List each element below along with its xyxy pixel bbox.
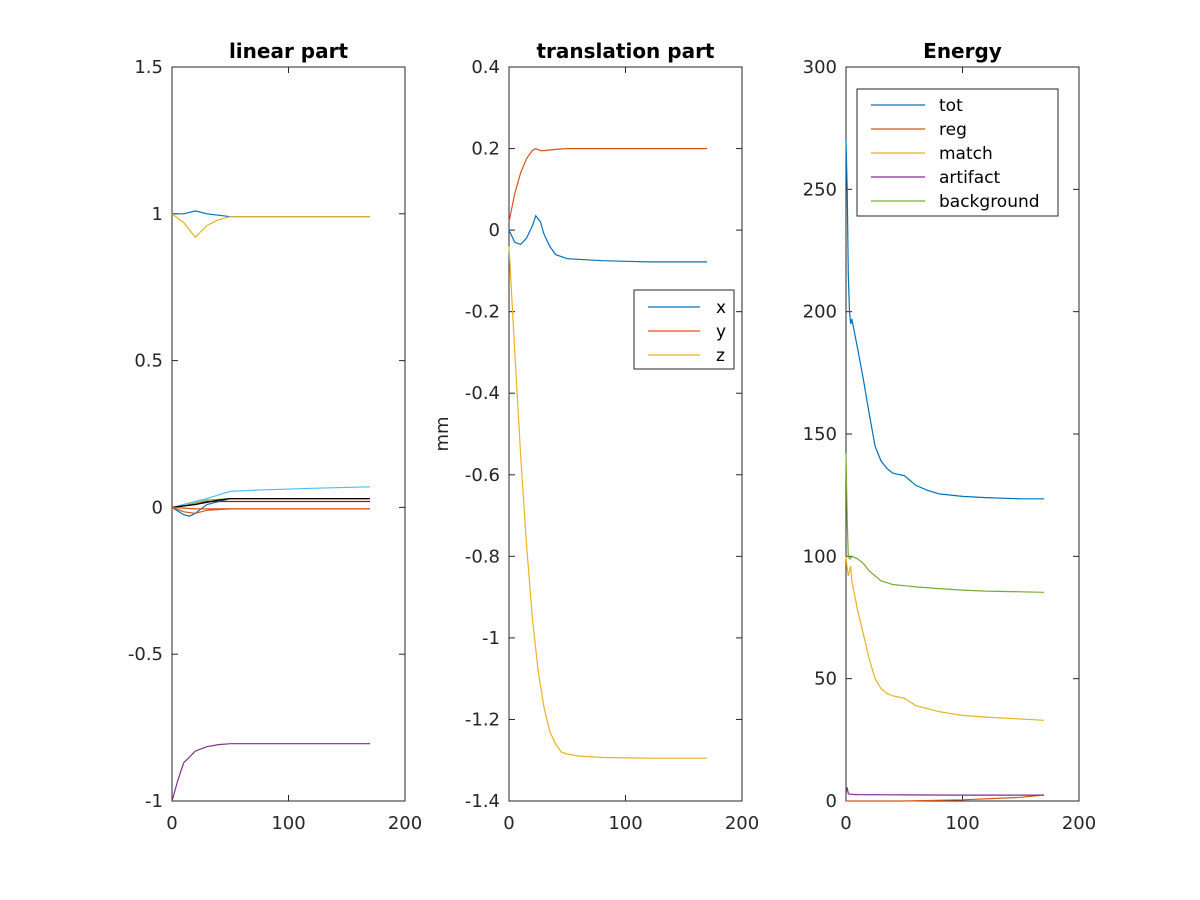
- y-tick-label: 0: [489, 220, 500, 241]
- legend-label-artifact: artifact: [939, 168, 1001, 188]
- y-tick-label: 300: [803, 57, 837, 78]
- series-line-artifact: [845, 787, 1044, 796]
- y-tick-label: -0.5: [128, 644, 163, 665]
- series-line-4: [171, 486, 371, 508]
- legend-label-match: match: [939, 144, 993, 164]
- y-tick-label: -1: [145, 791, 163, 812]
- plot-area: [508, 66, 743, 802]
- chart-linear-part: linear part -1 -0.5 0 0.5 1 1.5 0 100 200: [128, 39, 422, 834]
- y-tick-label: -0.4: [465, 383, 500, 404]
- y-tick-label: 150: [803, 424, 837, 445]
- y-tick-label: -1.2: [465, 709, 500, 730]
- y-tick-label: 1: [152, 204, 163, 225]
- legend-label-x: x: [716, 298, 726, 318]
- y-tick-label: -1: [482, 628, 500, 649]
- legend: xyz: [633, 289, 735, 370]
- x-tick-label: 100: [945, 813, 979, 834]
- x-tick-label: 100: [271, 813, 305, 834]
- legend-label-tot: tot: [939, 96, 963, 116]
- y-tick-label: -0.2: [465, 302, 500, 323]
- y-tick-label: 1.5: [134, 57, 163, 78]
- y-tick-label: 100: [803, 546, 837, 567]
- series-line-background: [845, 453, 1045, 593]
- series-line-reg: [846, 794, 1045, 802]
- chart-energy: Energy 0 50 100 150 200 250 300 0 100 200 tot reg mat…: [803, 39, 1097, 834]
- plot-area: [171, 66, 406, 802]
- y-tick-label: 0.4: [471, 57, 500, 78]
- series-line-8: [171, 498, 370, 508]
- series-line-z: [508, 246, 707, 759]
- y-tick-label: 0.5: [134, 351, 163, 372]
- legend-label-reg: reg: [939, 120, 967, 140]
- y-tick-label: 50: [814, 669, 837, 690]
- series-line-match: [845, 556, 1045, 721]
- chart-title: translation part: [536, 39, 714, 63]
- chart-translation-part: translation part -1.4 -1.2 -1 -0.8 -0.6 -0.4 -0…: [432, 39, 759, 834]
- y-tick-label: -0.8: [465, 546, 500, 567]
- legend-label-y: y: [716, 322, 726, 342]
- y-tick-label: -0.6: [465, 465, 500, 486]
- series-line-x: [508, 214, 707, 263]
- x-tick-label: 200: [1062, 813, 1096, 834]
- y-tick-label: -1.4: [465, 791, 500, 812]
- x-tick-label: 0: [166, 813, 177, 834]
- x-tick-label: 200: [725, 813, 759, 834]
- y-tick-label: 250: [803, 179, 837, 200]
- x-tick-label: 0: [840, 813, 851, 834]
- series-line-2: [171, 213, 370, 239]
- x-tick-label: 0: [503, 813, 514, 834]
- series-line-3: [171, 743, 370, 802]
- legend-box: [633, 289, 735, 370]
- x-tick-label: 200: [388, 813, 422, 834]
- legend: tot reg match artifact background: [856, 88, 1059, 217]
- legend-label-background: background: [939, 192, 1040, 212]
- y-tick-label: 200: [803, 302, 837, 323]
- y-tick-label: 0.2: [471, 139, 500, 160]
- series-line-10: [171, 506, 370, 510]
- chart-title: Energy: [923, 39, 1002, 63]
- chart-title: linear part: [229, 39, 349, 63]
- series-line-tot: [845, 140, 1044, 500]
- y-axis-label: mm: [432, 416, 453, 451]
- y-tick-label: 0: [152, 497, 163, 518]
- y-tick-label: 0: [826, 791, 837, 812]
- legend-label-z: z: [716, 346, 725, 366]
- series-line-y: [508, 147, 707, 223]
- x-tick-label: 100: [608, 813, 642, 834]
